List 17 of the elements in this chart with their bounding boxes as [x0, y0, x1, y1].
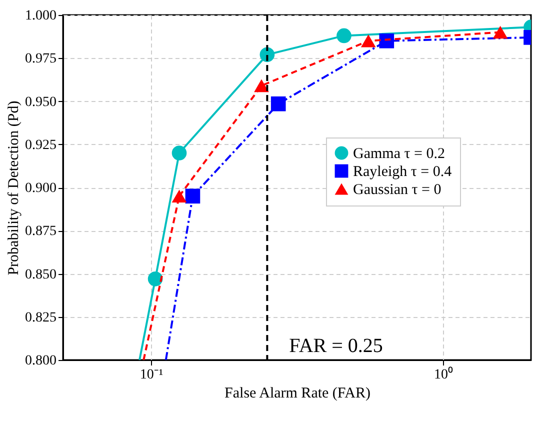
y-tick-label: 0.950: [25, 94, 56, 110]
y-tick-label: 0.825: [25, 310, 56, 326]
y-axis-title: Probability of Detection (Pd): [6, 100, 22, 276]
y-tick-label: 0.800: [25, 354, 56, 368]
y-tick-label: 0.850: [25, 267, 56, 282]
legend-label: Rayleigh τ = 0.4: [353, 164, 452, 180]
x-tick-label: 10⁰: [434, 366, 454, 382]
y-tick-label: 0.900: [25, 181, 56, 196]
y-tick-label: 0.875: [25, 224, 56, 240]
legend-label: Gamma τ = 0.2: [353, 146, 445, 162]
y-tick-label: 0.975: [25, 52, 56, 67]
x-axis-title: False Alarm Rate (FAR): [224, 386, 370, 402]
ref-line-label: FAR = 0.25: [289, 335, 383, 357]
y-tick-label: 1.000: [25, 8, 56, 24]
legend-label: Gaussian τ = 0: [353, 182, 442, 198]
y-tick-label: 0.925: [25, 138, 56, 153]
x-tick-label: 10⁻¹: [140, 368, 164, 382]
